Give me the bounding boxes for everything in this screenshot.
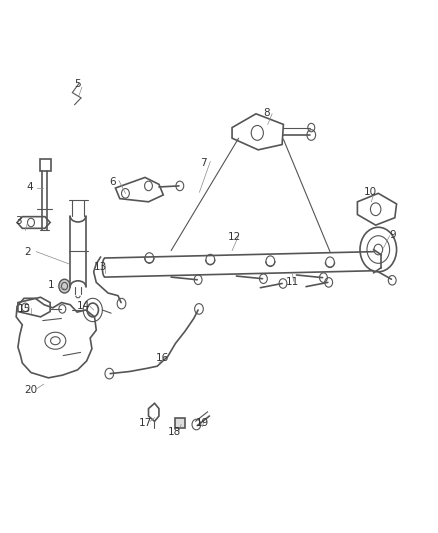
Text: 13: 13 — [94, 262, 107, 271]
Text: 15: 15 — [18, 304, 31, 314]
Text: 16: 16 — [156, 353, 169, 362]
Bar — [175, 418, 185, 427]
Text: 17: 17 — [138, 418, 152, 428]
Text: 4: 4 — [26, 182, 33, 192]
Text: 3: 3 — [15, 216, 22, 227]
Text: 20: 20 — [25, 384, 38, 394]
Text: 8: 8 — [264, 108, 270, 118]
Text: 9: 9 — [390, 230, 396, 240]
Text: 5: 5 — [74, 78, 81, 88]
Bar — [40, 159, 51, 171]
Text: 18: 18 — [168, 427, 181, 437]
Text: 12: 12 — [228, 232, 241, 243]
Circle shape — [59, 279, 70, 293]
Text: 19: 19 — [196, 418, 209, 428]
Text: 11: 11 — [286, 277, 299, 287]
Text: 6: 6 — [109, 176, 116, 187]
Text: 1: 1 — [48, 280, 55, 290]
Text: 2: 2 — [24, 247, 31, 257]
Text: 7: 7 — [201, 158, 207, 168]
Text: 10: 10 — [364, 187, 377, 197]
Text: 14: 14 — [77, 301, 90, 311]
